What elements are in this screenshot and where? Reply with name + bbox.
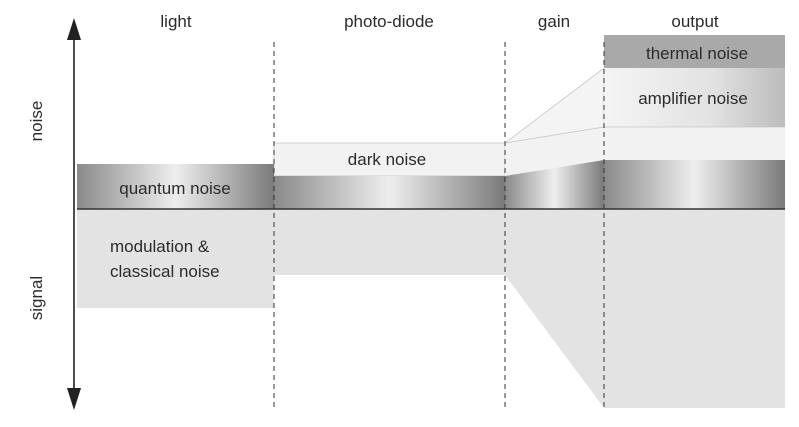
- signal-light-region: [77, 209, 274, 308]
- label-modulation-line2: classical noise: [110, 262, 220, 281]
- label-modulation-line1: modulation &: [110, 237, 210, 256]
- label-dark-noise: dark noise: [348, 150, 426, 169]
- column-header-photodiode: photo-diode: [344, 12, 434, 31]
- axis-label-signal: signal: [27, 276, 46, 320]
- axis-label-noise: noise: [27, 101, 46, 142]
- dark-noise-band-output: [604, 127, 785, 160]
- quantum-noise-band-light: [77, 164, 274, 209]
- column-header-gain: gain: [538, 12, 570, 31]
- column-header-light: light: [160, 12, 191, 31]
- signal-photodiode-region: [274, 209, 505, 275]
- quantum-noise-band-photodiode: [274, 176, 505, 209]
- thermal-noise-band: [604, 35, 785, 68]
- quantum-noise-band-gain: [505, 160, 604, 209]
- column-header-output: output: [671, 12, 719, 31]
- arrow-down-icon: [67, 388, 81, 410]
- signal-output-region: [604, 209, 785, 408]
- dark-noise-band-photodiode: [273, 142, 506, 177]
- signal-gain-region: [505, 209, 604, 408]
- label-thermal-noise: thermal noise: [646, 44, 748, 63]
- label-amplifier-noise: amplifier noise: [638, 89, 748, 108]
- quantum-noise-band-output: [604, 160, 785, 209]
- label-quantum-noise: quantum noise: [119, 179, 231, 198]
- arrow-up-icon: [67, 18, 81, 40]
- amplifier-noise-band-output: [604, 68, 785, 127]
